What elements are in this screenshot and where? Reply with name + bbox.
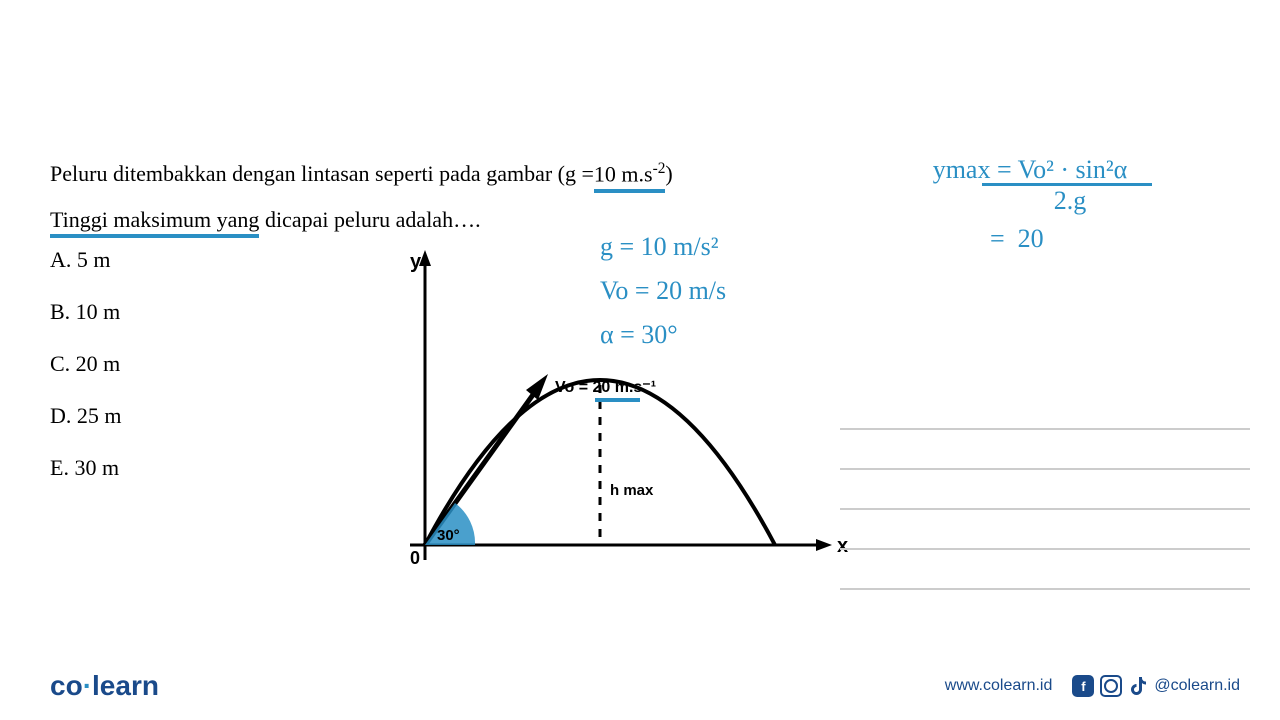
instagram-icon (1100, 675, 1122, 697)
footer: co·learn www.colearn.id f @colearn.id (50, 670, 1240, 702)
facebook-icon: f (1072, 675, 1094, 697)
ruled-line (840, 550, 1250, 590)
ruled-line (840, 390, 1250, 430)
q1-underlined: 10 m.s-2 (594, 160, 666, 193)
trajectory-diagram: y x 0 30° Vo = 20 m.s⁻¹ h max (380, 250, 850, 600)
footer-url: www.colearn.id (945, 677, 1053, 695)
tiktok-icon (1128, 675, 1148, 697)
diagram-svg: y x 0 30° Vo = 20 m.s⁻¹ h max (380, 250, 850, 600)
result-value: 20 (1018, 224, 1044, 253)
result-equals: = (990, 224, 1005, 253)
q1-g-value: 10 m.s (594, 161, 653, 186)
x-arrowhead-icon (816, 539, 832, 551)
v0-label: Vo = 20 m.s⁻¹ (555, 379, 656, 396)
ruled-line (840, 510, 1250, 550)
q1-post: ) (665, 161, 672, 187)
formula-denominator: 2.g (980, 186, 1160, 216)
ruled-line (840, 430, 1250, 470)
logo-co: co (50, 670, 83, 701)
social-icons: f @colearn.id (1072, 675, 1240, 697)
formula-lhs: ymax = (933, 155, 1018, 184)
angle-label: 30° (437, 527, 460, 544)
logo-learn: learn (92, 670, 159, 701)
logo-dot-icon: · (83, 670, 92, 701)
ruled-line (840, 470, 1250, 510)
hmax-label: h max (610, 482, 654, 499)
origin-label: 0 (410, 548, 420, 568)
ruled-lines (840, 390, 1250, 590)
formula-annotation: ymax = Vo² · sin²α 2.g = 20 (900, 155, 1160, 254)
formula-result: = 20 (990, 224, 1160, 254)
y-label: y (410, 251, 422, 273)
footer-right: www.colearn.id f @colearn.id (945, 675, 1240, 697)
q2-underlined: Tinggi maksimum yang (50, 207, 259, 238)
q2-rest: dicapai peluru adalah…. (259, 207, 480, 232)
footer-handle: @colearn.id (1154, 677, 1240, 695)
brand-logo: co·learn (50, 670, 159, 702)
q1-pre: Peluru ditembakkan dengan lintasan seper… (50, 161, 594, 187)
q1-super: -2 (653, 160, 666, 177)
formula-numerator: Vo² · sin²α (1018, 155, 1128, 184)
formula-numerator-line: ymax = Vo² · sin²α (900, 155, 1160, 185)
